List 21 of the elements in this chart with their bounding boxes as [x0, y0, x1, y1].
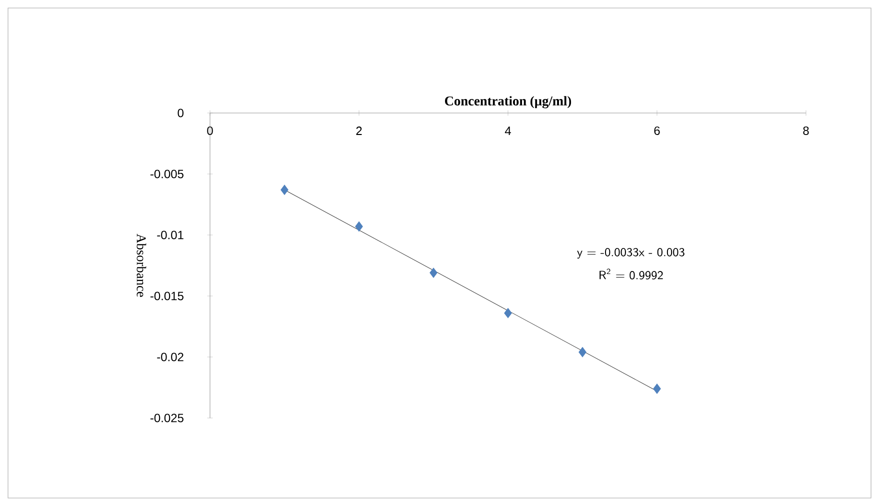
y-tick-label: -0.005 — [150, 170, 184, 178]
point — [430, 268, 438, 278]
point — [653, 384, 661, 394]
x-tick-label: 6 — [654, 126, 660, 135]
y-tick-label: -0.01 — [157, 230, 184, 240]
y-axis-title: Absorbance — [136, 234, 146, 297]
annotation: R$^{2}$ = 0.9992 — [600, 268, 663, 280]
x-tick-label: 4 — [504, 126, 511, 135]
point — [280, 184, 288, 195]
x-axis-title: Concentration (µg/ml) — [445, 96, 572, 108]
y-tick-label: -0.02 — [157, 352, 184, 362]
x-tick-label: 8 — [803, 126, 809, 135]
x-tick-label: 0 — [207, 126, 213, 135]
y-tick-label: -0.025 — [150, 414, 184, 422]
annotation: y = -0.0033x - 0.003 — [577, 248, 684, 259]
point — [355, 221, 363, 232]
x-tick-label: 2 — [356, 126, 362, 135]
point — [578, 347, 586, 358]
y-tick-label: -0.015 — [150, 292, 184, 300]
y-tick-label: 0 — [178, 108, 184, 118]
point — [504, 308, 512, 318]
